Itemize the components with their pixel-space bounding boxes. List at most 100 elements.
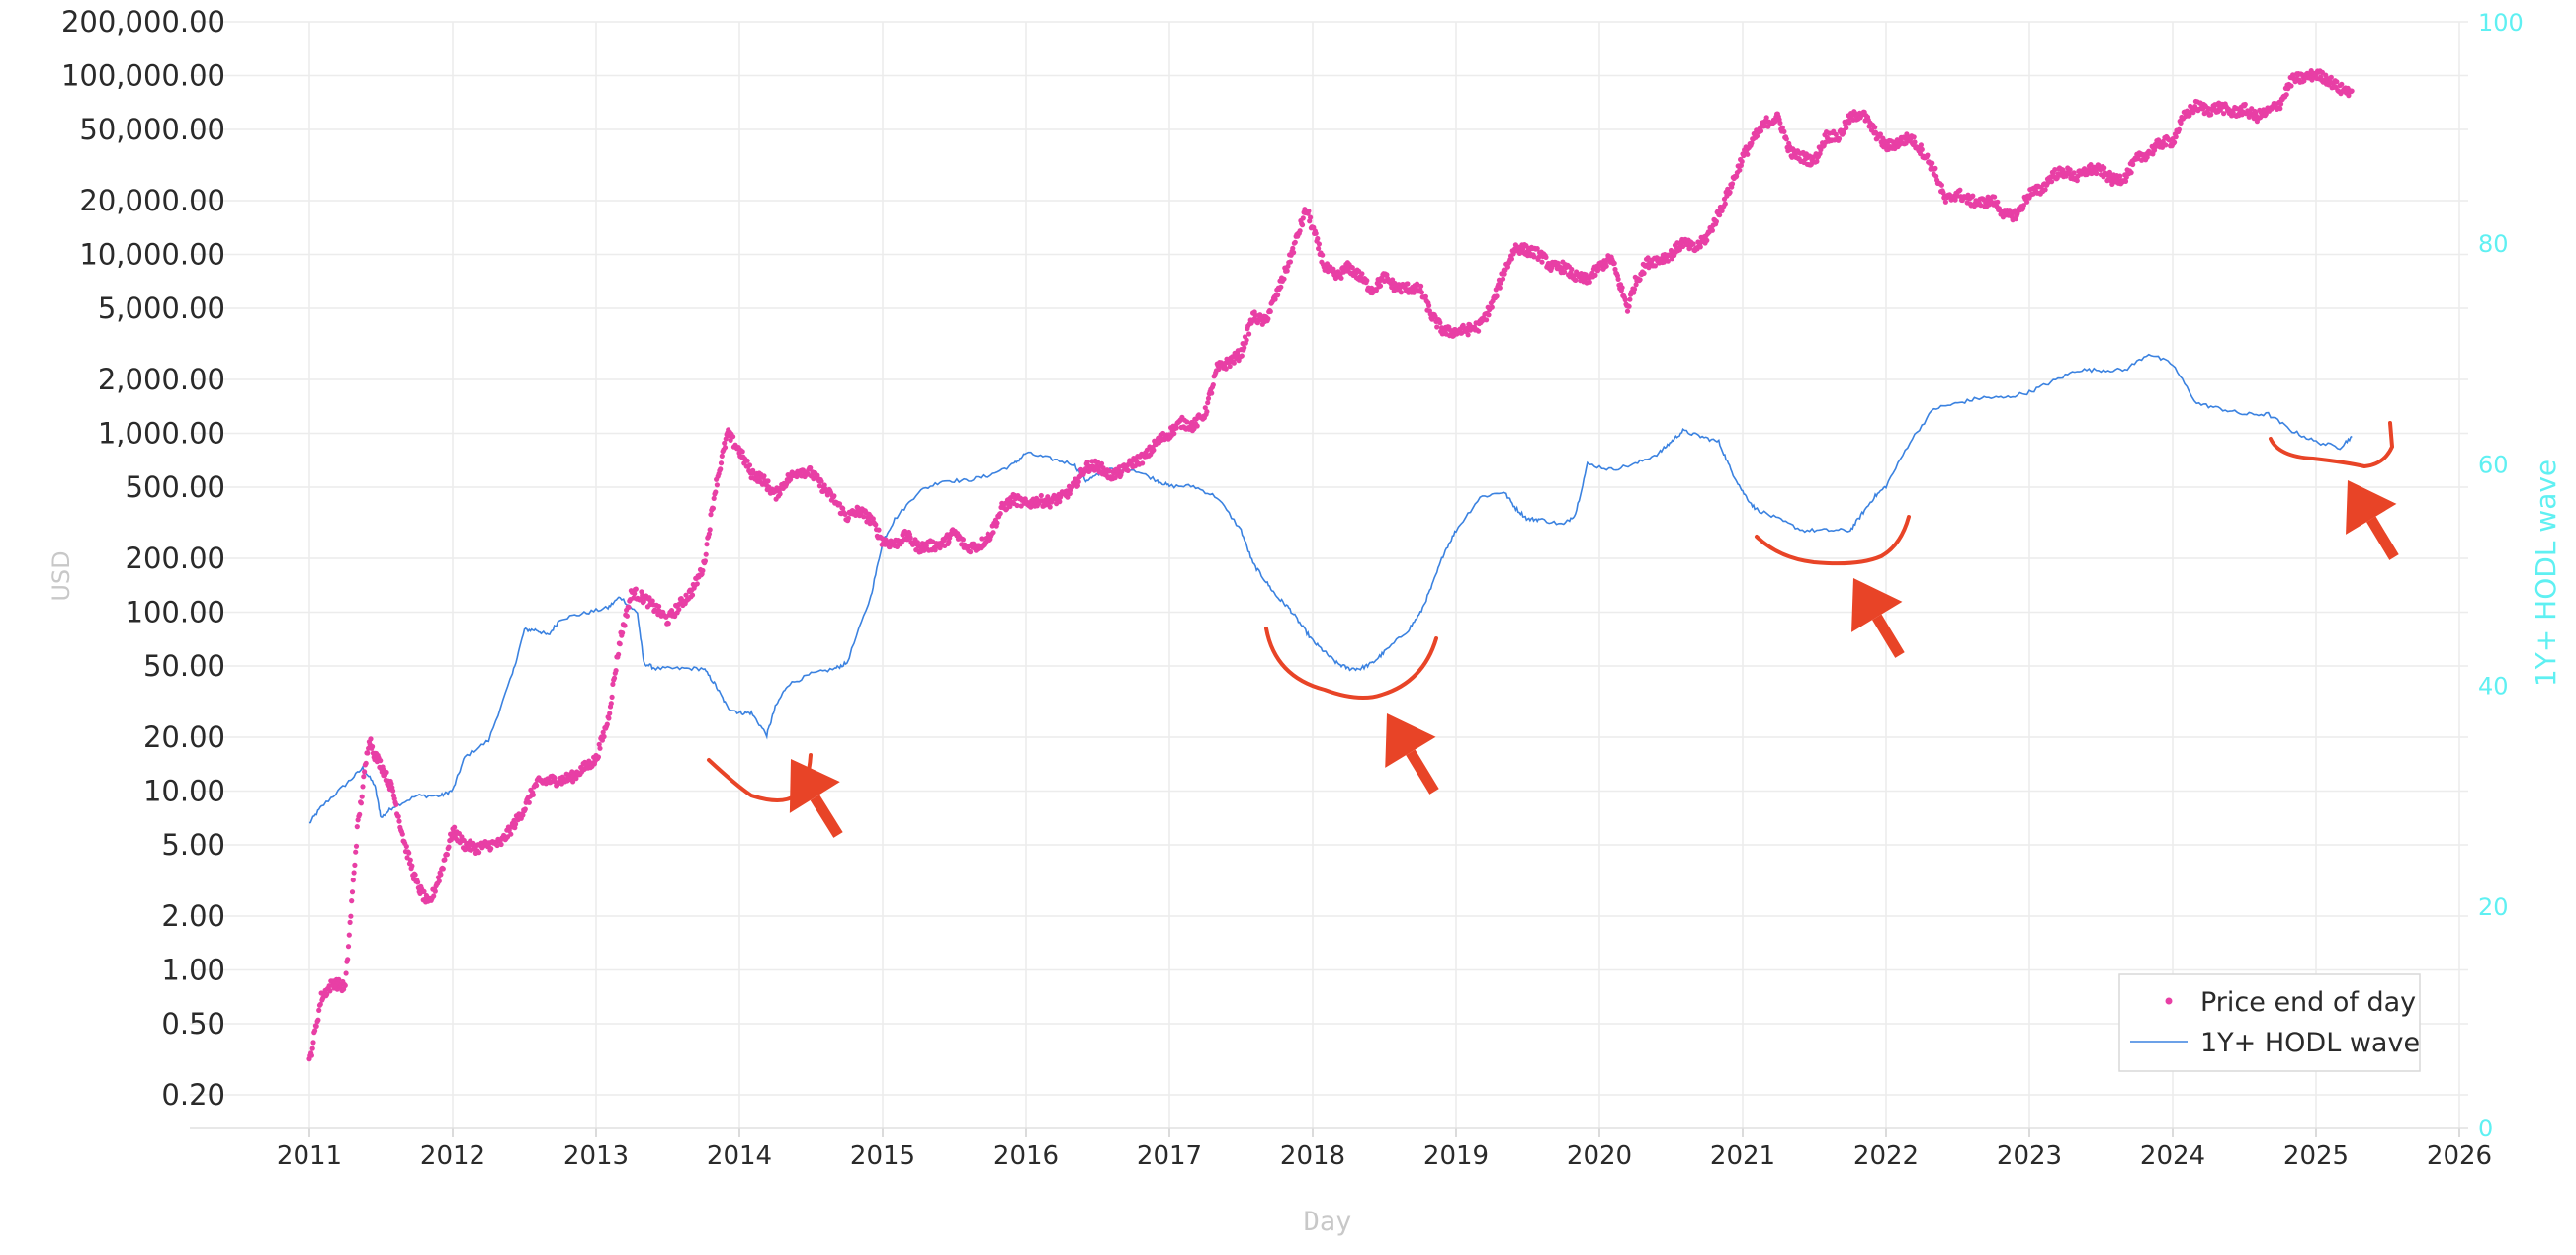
price-point [1300,215,1306,221]
price-point [1912,139,1918,145]
price-point [1434,324,1440,330]
price-point [312,1028,318,1034]
price-point [2328,74,2334,80]
price-point [1738,162,1744,168]
y-left-tick-label: 5,000.00 [98,292,225,325]
price-point [488,846,494,852]
price-point [744,458,750,463]
price-point [2283,92,2289,98]
price-point [1278,284,1284,290]
price-point [616,651,622,657]
price-point [2334,79,2340,85]
price-point [2288,83,2294,89]
price-point [1903,140,1909,146]
price-point [324,991,330,997]
price-point [1502,271,1507,277]
price-point [2030,191,2036,197]
price-point [1107,468,1113,474]
price-point [979,536,985,542]
price-point [1313,230,1319,236]
price-point [1267,308,1273,314]
price-point [1437,320,1443,326]
price-point [1205,395,1212,401]
y-left-tick-label: 500.00 [126,470,225,504]
y-left-tick-label: 10,000.00 [79,237,225,271]
price-series [306,68,2355,1062]
price-point [1573,277,1579,283]
price-point [1970,193,1976,199]
price-point [1592,272,1598,278]
price-point [1595,266,1601,272]
price-point [440,866,446,872]
price-point [2020,203,2026,209]
price-point [718,466,724,472]
price-point [1754,133,1760,139]
price-point [349,898,355,904]
price-point [363,760,369,767]
price-point [1014,502,1020,509]
price-point [378,758,384,764]
price-point [436,878,442,884]
price-point [718,460,725,466]
price-point [317,1001,323,1007]
price-point [1227,363,1233,370]
price-point [310,1040,316,1046]
price-point [1995,199,2001,205]
price-point [2094,170,2100,177]
y-right-tick-label: 100 [2478,9,2524,37]
price-point [357,811,363,818]
annotation-curve [1264,627,1438,701]
price-point [1665,258,1671,264]
legend: Price end of day 1Y+ HODL wave [2118,973,2421,1072]
price-point [1611,260,1617,266]
price-point [1038,492,1044,499]
price-point [1265,316,1271,322]
price-point [1291,250,1297,256]
price-point [968,549,974,555]
price-point [350,878,356,883]
price-point [694,581,700,587]
price-point [816,483,823,489]
price-point [1194,423,1200,429]
price-point [1911,134,1917,140]
y-left-tick-label: 200,000.00 [61,5,225,39]
price-point [1316,246,1322,252]
price-point [1125,467,1131,473]
price-point [343,970,349,976]
x-tick-label: 2025 [2283,1141,2349,1171]
price-point [2208,112,2214,118]
price-point [412,872,418,878]
price-point [1349,265,1355,271]
y-left-tick-label: 1.00 [161,953,225,986]
price-point [1709,227,1715,233]
y-left-tick-label: 50.00 [143,649,225,683]
legend-hodl-label: 1Y+ HODL wave [2200,1028,2420,1058]
annotation-arrow-head [789,759,840,813]
price-point [508,831,514,837]
price-point [2184,108,2190,114]
price-point [444,852,450,858]
price-point [2176,126,2182,132]
price-point [1619,285,1625,291]
annotation-arrow-shaft [810,795,843,838]
price-point [1320,252,1326,258]
price-point [704,542,710,547]
y-left-axis-title: USD [47,550,75,601]
price-point [1246,331,1252,337]
price-point [438,872,444,878]
price-point [342,982,348,989]
price-point [1704,237,1710,243]
price-point [1223,366,1229,372]
price-point [354,824,360,830]
price-point [1373,288,1379,293]
price-point [1844,125,1849,131]
price-point [1007,503,1013,510]
price-point [2042,187,2048,193]
y-left-tick-label: 50,000.00 [79,113,225,146]
price-point [2128,170,2134,176]
price-point [1781,128,1787,134]
price-point [607,711,613,716]
price-point [2074,178,2080,184]
price-point [362,769,368,775]
